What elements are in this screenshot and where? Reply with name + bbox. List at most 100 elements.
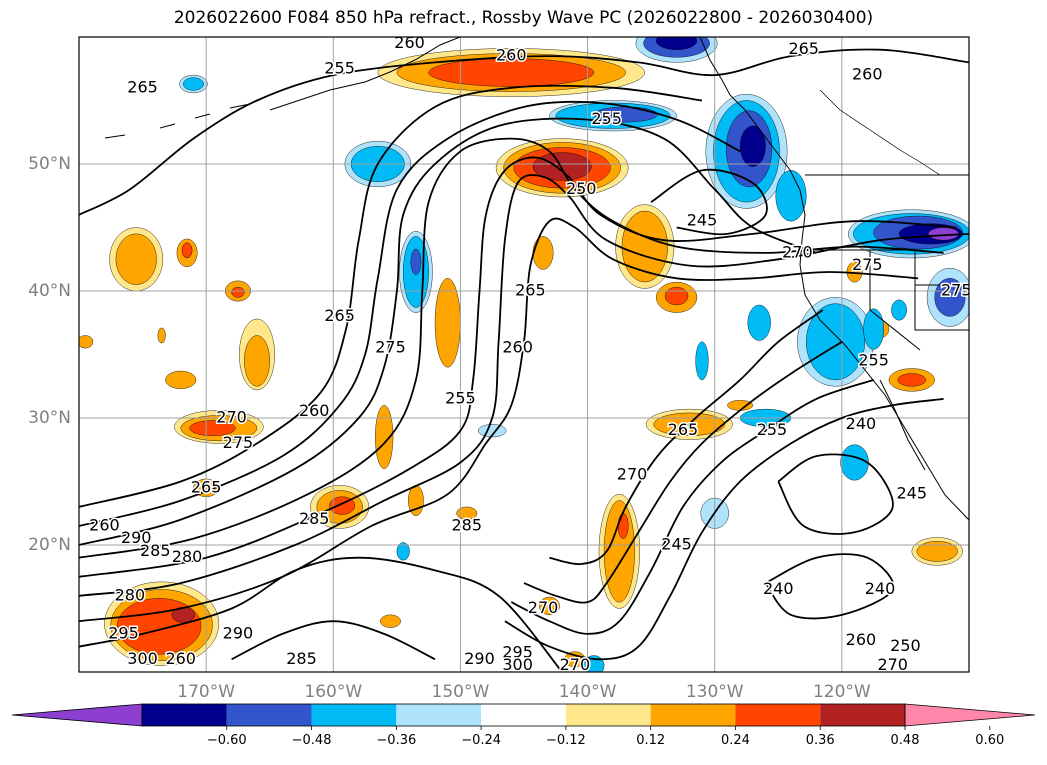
state-border-oregon-california [802,249,940,286]
colorbar: −0.60 −0.48 −0.36 −0.24 −0.12 0.12 0.24 0.36 0.4… [11,703,1036,748]
contour-label: 290 [464,649,495,668]
contour-label: 300 [502,655,533,674]
contour-line-12 [79,556,563,672]
contour-label: 285 [299,509,330,528]
contour-label: 265 [324,306,355,325]
shading-blob-81 [891,299,907,321]
contour-label: 255 [445,388,476,407]
shading-blob-21 [165,370,197,389]
shading-blob-48 [916,540,958,562]
contour-label: 295 [502,642,533,661]
contour-line-5 [79,174,969,597]
contour-label: 260 [165,649,196,668]
shading-blob-85 [840,444,869,481]
contour-label: 260 [299,401,330,420]
colorbar-label: 0.48 [891,733,920,748]
colorbar-label: −0.60 [207,733,247,748]
shading-blob-31 [375,405,394,469]
lon-label: 170°W [177,682,235,702]
shading-blob-88 [396,542,410,561]
contour-label: 270 [216,408,247,427]
contour-line-11 [79,48,969,216]
north-america-coastline [699,37,969,521]
lon-label: 150°W [432,682,490,702]
contour-line-16 [777,453,894,535]
contour-line-15 [764,553,895,620]
contour-label: 265 [668,420,699,439]
contour-label: 260 [89,515,120,534]
colorbar-segment [735,704,821,726]
contour-label: 265 [515,281,546,300]
lon-label: 140°W [559,682,617,702]
shading-blob-83 [934,278,966,317]
shading-blob-80 [863,308,885,350]
shading-blob-6 [532,152,592,181]
contour-label: 240 [763,579,794,598]
colorbar-label: −0.36 [376,733,416,748]
contour-label: 290 [121,528,152,547]
contour-label: 255 [591,109,622,128]
contour-line-4 [79,156,957,578]
lat-label: 20°N [28,535,71,555]
shading-blob-11 [434,278,461,368]
contour-label: 275 [852,255,883,274]
colorbar-frame [141,703,906,727]
contour-label: 275 [941,281,972,300]
longitude-labels: 170°W 160°W 150°W 140°W 130°W 120°W [177,682,871,702]
contour-line-14 [650,168,768,236]
contour-label: 275 [223,433,254,452]
shading-blob-18 [231,286,245,298]
latitude-labels: 20°N 30°N 40°N 50°N [28,154,71,555]
shading-blob-14 [115,233,157,285]
alaska-coastline [269,37,461,111]
contour-label: 280 [115,585,146,604]
contour-label: 300 [127,649,158,668]
contour-label: 245 [687,211,718,230]
contour-label: 265 [788,39,819,58]
contour-label: 265 [191,477,222,496]
lon-label: 160°W [304,682,362,702]
shading-blob-77 [695,341,709,381]
colorbar-segment [565,704,651,726]
contour-label: 260 [502,338,533,357]
colorbar-segment [396,704,482,726]
shading-blob-63 [775,170,807,222]
shading-blob-10 [664,286,689,306]
lat-label: 50°N [28,154,71,174]
colorbar-label: 0.24 [721,733,750,748]
shading-blob-38 [380,614,401,628]
shading-blob-33 [456,506,478,520]
shading-blob-75 [410,248,422,275]
contour-label: 285 [140,541,171,560]
shading-blob-40 [603,500,635,603]
contour-label: 240 [865,579,896,598]
shading-blob-43 [564,651,586,668]
shading-blob-23 [157,327,166,344]
contour-label: 275 [375,338,406,357]
contour-label: 250 [890,636,921,655]
colorbar-segment [142,704,227,726]
colorbar-segment [226,704,312,726]
contour-label: 260 [846,630,877,649]
colorbar-label: 0.12 [636,733,665,748]
contour-label: 245 [661,535,692,554]
contour-label: 270 [528,598,559,617]
state-border-nevada [869,250,969,351]
map-frame [78,36,970,673]
contour-label: 260 [852,65,883,84]
shading-blob-22 [79,335,94,349]
contour-label: 245 [897,484,928,503]
shading-blob-46 [727,400,754,411]
contour-label: 240 [846,414,877,433]
contour-line-10 [549,309,824,565]
contour-line-2 [79,84,703,508]
shading-blob-42 [539,596,560,616]
contour-label: 255 [757,420,788,439]
colorbar-label: 0.36 [806,733,835,748]
contour-label: 270 [617,465,648,484]
contour-label: 270 [782,242,813,261]
contour-label: 290 [223,623,254,642]
contour-label: 270 [877,655,908,674]
colorbar-label: −0.48 [292,733,332,748]
